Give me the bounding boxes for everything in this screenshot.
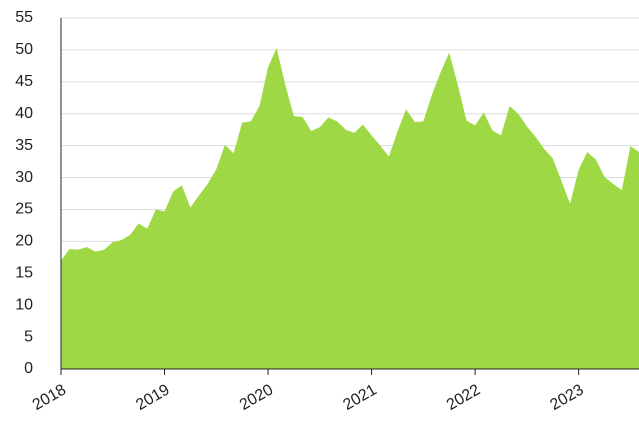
y-tick-label: 45 [15, 73, 33, 90]
y-tick-label: 50 [15, 41, 33, 58]
y-tick-label: 10 [15, 296, 33, 313]
x-tick-label: 2020 [237, 381, 276, 414]
y-tick-label: 15 [15, 264, 33, 281]
y-tick-label: 20 [15, 233, 33, 250]
y-tick-label: 0 [24, 360, 33, 377]
area [61, 47, 639, 370]
y-tick-label: 40 [15, 105, 33, 122]
y-tick-label: 55 [15, 9, 33, 26]
x-tick-label: 2022 [444, 381, 483, 414]
y-tick-label: 25 [15, 201, 33, 218]
x-tick-label: 2018 [30, 381, 69, 414]
x-tick-label: 2019 [133, 381, 172, 414]
y-tick-label: 30 [15, 169, 33, 186]
x-tick-label: 2023 [547, 381, 586, 414]
y-tick-label: 5 [24, 328, 33, 345]
x-tick-label: 2021 [340, 381, 379, 414]
y-tick-label: 35 [15, 137, 33, 154]
